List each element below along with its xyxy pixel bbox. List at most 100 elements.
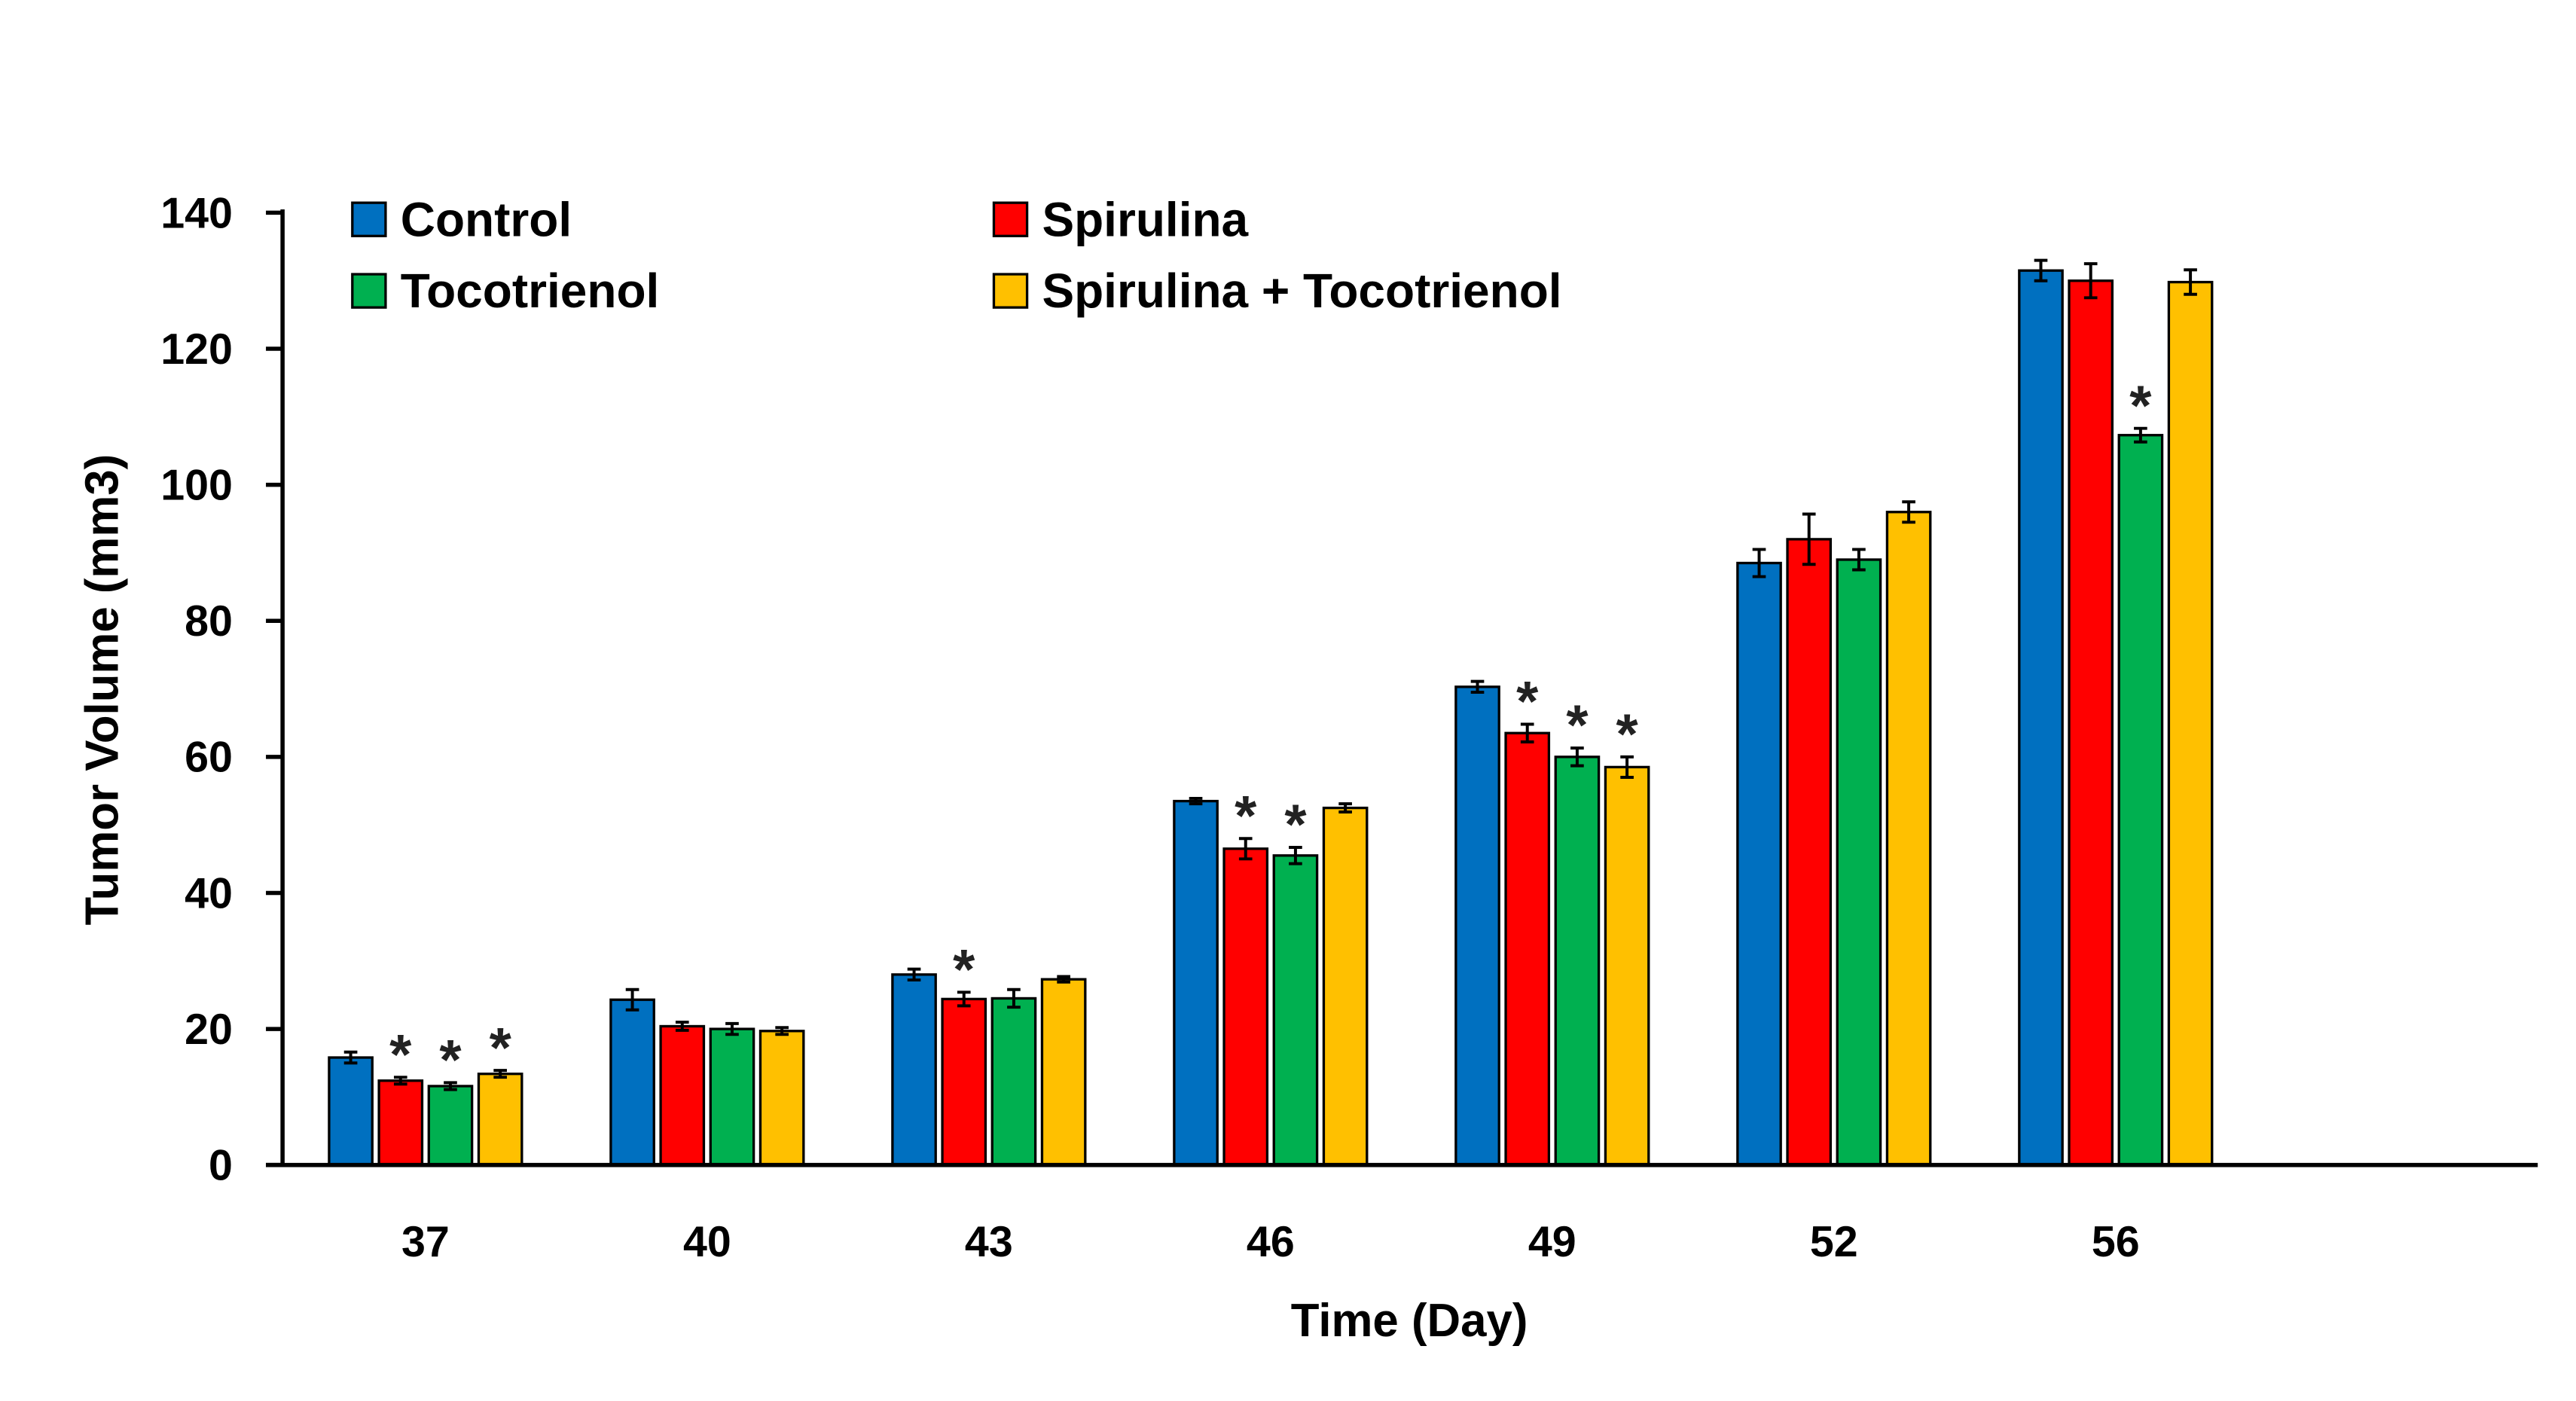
y-tick-label: 0 [209,1142,233,1190]
legend-label: Control [401,192,572,246]
bar-spirulina-tocotrienol-day-40 [758,1030,805,1167]
y-ticks: 0 20 40 60 80 100 120 140 [160,189,283,1190]
significance-asterisk: * [2129,374,2152,437]
legend-item: Spirulina + Tocotrienol [992,264,1562,318]
bar-tocotrienol-day-37 [427,1085,474,1167]
x-tick-label: 46 [1247,1218,1295,1266]
bar-control-day-49 [1454,685,1500,1167]
bar-tocotrienol-day-56 [2117,434,2164,1167]
error-bar [725,1021,739,1036]
legend-item: Tocotrienol [351,264,660,318]
y-tick-label: 100 [160,461,233,509]
bar-spirulina-tocotrienol-day-52 [1885,511,1932,1167]
bar-control-day-52 [1736,561,1782,1167]
x-tick-label: 56 [2092,1218,2140,1266]
error-bar [2184,268,2197,296]
axes-layer [266,209,2538,1168]
error-bar [1620,755,1634,779]
bar-spirulina-tocotrienol-day-56 [2167,280,2214,1167]
y-tick-label: 60 [185,734,233,782]
bar-spirulina-tocotrienol-day-49 [1604,765,1650,1167]
bar-tocotrienol-day-49 [1554,755,1601,1167]
significance-asterisk: * [439,1028,462,1091]
legend-item: Control [351,192,572,246]
bar-spirulina-day-56 [2068,279,2114,1167]
legend-swatch [351,273,387,309]
x-axis-title: Time (Day) [1291,1295,1528,1347]
y-tick-label: 140 [160,189,233,237]
y-tick-label: 40 [185,869,233,917]
legend-swatch [992,273,1029,309]
significance-asterisk: * [1284,793,1307,856]
y-tick-label: 120 [160,325,233,374]
bar-control-day-43 [891,973,937,1167]
significance-asterisk: * [1516,670,1539,733]
bars-layer: * * * * * * * * * * [328,258,2214,1167]
x-tick-label: 40 [683,1218,731,1266]
bar-spirulina-tocotrienol-day-37 [477,1073,523,1167]
error-bar [1570,746,1584,768]
bar-tocotrienol-day-52 [1836,558,1882,1167]
y-tick-label: 80 [185,597,233,646]
error-bar [343,1050,358,1065]
significance-asterisk: * [1235,784,1257,847]
error-bar [907,967,921,982]
bar-tocotrienol-day-40 [709,1027,755,1167]
legend-label: Spirulina + Tocotrienol [1042,264,1561,318]
error-bar [2083,262,2098,300]
legend: Control Spirulina Tocotrienol Spirulina + T… [351,192,1562,318]
x-tick-label: 49 [1528,1218,1576,1266]
bar-spirulina-day-52 [1786,538,1833,1167]
legend-swatch [351,201,387,237]
y-axis-title: Tumor Volume (mm3) [77,454,129,926]
error-bar [1520,722,1534,743]
error-bar [2134,426,2147,444]
significance-asterisk: * [490,1016,512,1079]
bar-tocotrienol-day-46 [1272,854,1319,1167]
bar-spirulina-day-37 [377,1079,424,1167]
bar-spirulina-tocotrienol-day-46 [1322,806,1369,1167]
error-bar [493,1069,507,1079]
error-bar [1189,796,1203,806]
legend-label: Spirulina [1042,192,1248,246]
error-bar [775,1026,789,1036]
x-ticks: 37 40 43 46 49 52 56 [401,1218,2140,1266]
error-bar [625,987,639,1012]
significance-asterisk: * [953,938,975,1001]
error-bar [1902,500,1915,524]
legend-label: Tocotrienol [401,264,660,318]
error-bar [1338,802,1352,813]
error-bar [1057,975,1070,984]
x-tick-label: 52 [1810,1218,1858,1266]
significance-asterisk: * [1616,702,1639,765]
bar-control-day-40 [609,998,655,1167]
error-bar [1289,845,1302,865]
bar-control-day-37 [328,1056,374,1167]
error-bar [444,1081,457,1091]
bar-control-day-56 [2018,269,2064,1167]
error-bar [393,1076,407,1086]
bar-spirulina-day-43 [941,997,987,1167]
y-tick-label: 20 [185,1006,233,1054]
bar-spirulina-day-46 [1222,847,1269,1167]
error-bar [957,990,971,1008]
bar-tocotrienol-day-43 [990,997,1037,1167]
significance-asterisk: * [389,1023,412,1086]
x-tick-label: 43 [965,1218,1013,1266]
error-bar [1470,679,1485,694]
bar-spirulina-tocotrienol-day-43 [1040,978,1087,1167]
bar-spirulina-day-49 [1504,731,1551,1167]
legend-item: Spirulina [992,192,1249,246]
error-bar [1238,837,1253,861]
error-bar [675,1021,689,1032]
error-bar [2034,258,2048,282]
error-bar [1852,548,1866,572]
bar-spirulina-day-40 [659,1024,706,1167]
bar-control-day-46 [1173,799,1219,1167]
error-bar [1802,512,1816,566]
error-bar [1752,548,1766,578]
x-tick-label: 37 [401,1218,450,1266]
significance-asterisk: * [1566,694,1589,757]
legend-swatch [992,201,1029,237]
